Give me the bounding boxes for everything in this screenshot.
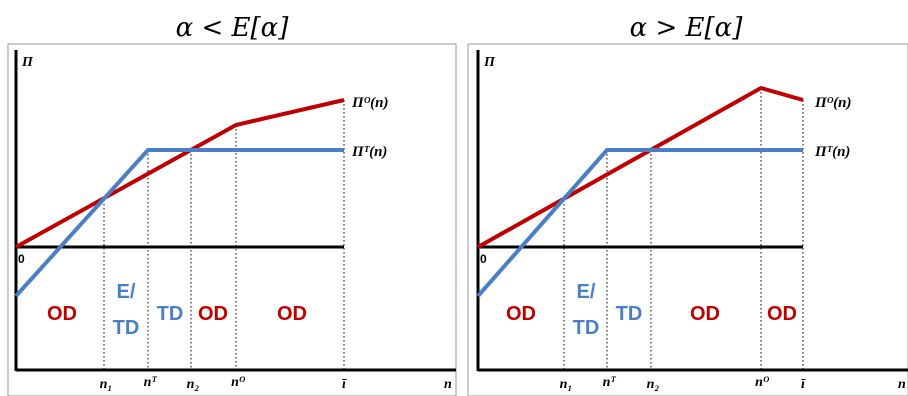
panel-right-region-etd-line2: TD xyxy=(573,317,600,339)
panel-right-x-axis-label: n xyxy=(898,377,906,392)
panel-right-region-od-2: OD xyxy=(690,303,720,325)
panel-left-zero-label: 0 xyxy=(18,252,25,266)
panel-right-title: α > E[α] xyxy=(630,13,744,43)
panel-right-tick-n2: n₂ xyxy=(647,377,660,392)
panel-left-tick-ibar: ī xyxy=(342,377,347,392)
panel-right: α > E[α] Π Πᴼ(n) Πᵀ(n) 0 n₁ nᵀ n₂ nᴼ ī n… xyxy=(467,13,908,396)
panel-left-tick-nO: nᴼ xyxy=(231,375,246,390)
panel-right-y-axis-label: Π xyxy=(483,55,496,70)
panel-left-frame xyxy=(7,43,457,396)
panel-right-tick-nO: nᴼ xyxy=(755,375,770,390)
panel-left-legend-pi-t: Πᵀ(n) xyxy=(351,144,387,160)
panel-right-region-etd-line1: E/ xyxy=(577,281,596,303)
panel-left-y-axis-label: Π xyxy=(21,55,34,70)
panel-left-series-pi-o xyxy=(15,98,345,249)
panel-right-tick-ibar: ī xyxy=(801,377,806,392)
panel-left-region-od-2: OD xyxy=(198,303,228,325)
panel-right-region-od-3: OD xyxy=(767,303,797,325)
panel-left-region-od-3: OD xyxy=(277,303,307,325)
panel-left: α < E[α] Π Πᴼ(n) Πᵀ(n) 0 n₁ nᵀ n₂ nᴼ ī n… xyxy=(7,13,457,396)
panel-left-legend-pi-o: Πᴼ(n) xyxy=(351,95,389,111)
panel-left-region-td: TD xyxy=(157,303,184,325)
panel-left-title: α < E[α] xyxy=(176,13,290,43)
panel-left-tick-nT: nᵀ xyxy=(144,375,158,390)
panel-left-series-pi-t xyxy=(14,148,344,298)
panel-right-region-td: TD xyxy=(616,303,643,325)
panel-right-tick-n1: n₁ xyxy=(560,377,573,392)
panel-right-tick-nT: nᵀ xyxy=(603,375,617,390)
panel-right-series-pi-o xyxy=(477,86,804,249)
panel-right-region-od-1: OD xyxy=(506,303,536,325)
panel-right-legend-pi-t: Πᵀ(n) xyxy=(814,144,850,160)
panel-right-series-pi-t xyxy=(476,148,803,298)
panel-left-x-axis-label: n xyxy=(444,377,452,392)
panel-left-region-etd-line1: E/ xyxy=(117,281,136,303)
panel-left-region-od-1: OD xyxy=(47,303,77,325)
panel-left-tick-n1: n₁ xyxy=(100,377,113,392)
panel-right-frame xyxy=(467,43,908,396)
panel-left-tick-n2: n₂ xyxy=(187,377,200,392)
panel-left-region-etd-line2: TD xyxy=(113,317,140,339)
panel-right-zero-label: 0 xyxy=(480,252,487,266)
panel-right-legend-pi-o: Πᴼ(n) xyxy=(814,95,852,111)
